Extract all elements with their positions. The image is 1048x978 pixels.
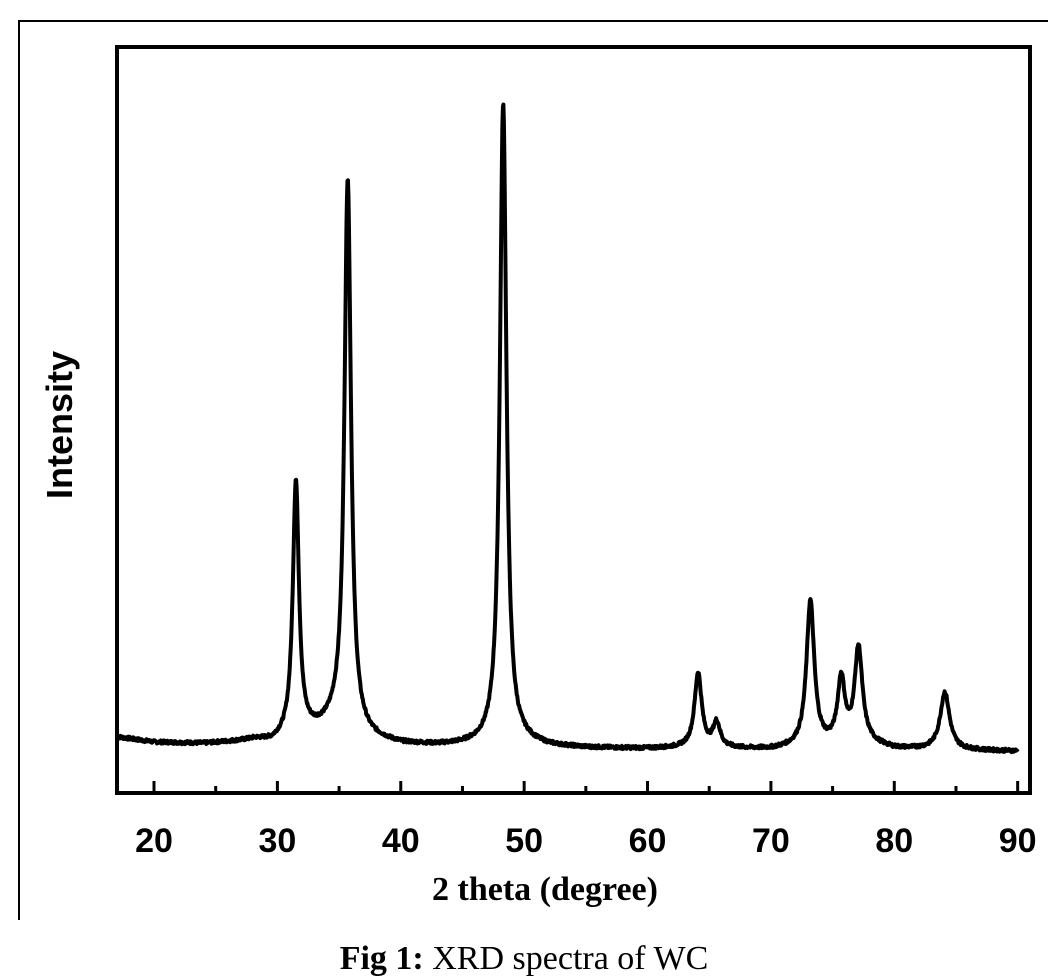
x-axis-tick-labels: 20 30 40 50 60 70 80 90: [135, 822, 1036, 860]
x-tick-label-50: 50: [505, 822, 543, 860]
x-tick-label-40: 40: [382, 822, 420, 860]
y-axis-title: Intensity: [39, 351, 80, 499]
figure-caption: Fig 1: XRD spectra of WC: [0, 940, 1048, 978]
figure-caption-text: XRD spectra of WC: [423, 940, 709, 977]
x-tick-label-60: 60: [629, 822, 667, 860]
x-tick-label-20: 20: [135, 822, 173, 860]
figure-frame: [18, 20, 1048, 920]
x-tick-label-30: 30: [258, 822, 296, 860]
x-axis-title: 2 theta (degree): [432, 871, 658, 908]
figure-caption-label: Fig 1:: [339, 940, 424, 977]
xrd-spectrum-line: [115, 102, 1020, 755]
plot-area-border: [115, 45, 1032, 795]
x-tick-label-80: 80: [875, 822, 913, 860]
x-tick-label-90: 90: [999, 822, 1037, 860]
x-tick-label-70: 70: [752, 822, 790, 860]
x-axis-ticks: [152, 781, 1020, 793]
xrd-chart: 20 30 40 50 60 70 80 90 2 theta (degree) Intens…: [39, 45, 1037, 908]
